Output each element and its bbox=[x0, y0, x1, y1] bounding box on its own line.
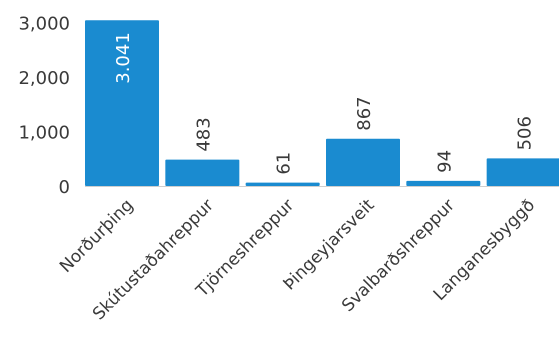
y-tick-label: 0 bbox=[59, 177, 70, 198]
bar bbox=[486, 158, 559, 186]
data-label: 61 bbox=[274, 152, 295, 175]
data-label: 94 bbox=[434, 150, 455, 173]
data-label: 867 bbox=[354, 96, 375, 130]
category-label: Norðurþing bbox=[56, 195, 138, 277]
data-label: 3.041 bbox=[113, 32, 134, 84]
y-tick-label: 2,000 bbox=[18, 68, 70, 89]
bar bbox=[245, 182, 320, 186]
bar bbox=[406, 180, 481, 186]
y-tick-label: 3,000 bbox=[18, 13, 70, 34]
y-axis: 0 1,000 2,000 3,000 bbox=[18, 13, 559, 198]
bar bbox=[326, 138, 400, 186]
x-axis: NorðurþingSkútustaðahreppurTjörneshreppu… bbox=[56, 195, 539, 324]
data-label: 483 bbox=[193, 117, 214, 151]
bars bbox=[85, 20, 559, 187]
data-labels: 3.041 483 61 867 94 506 bbox=[113, 32, 536, 174]
bar bbox=[85, 20, 159, 187]
data-label: 506 bbox=[515, 116, 536, 150]
bar bbox=[165, 159, 240, 186]
y-tick-label: 1,000 bbox=[18, 122, 70, 143]
